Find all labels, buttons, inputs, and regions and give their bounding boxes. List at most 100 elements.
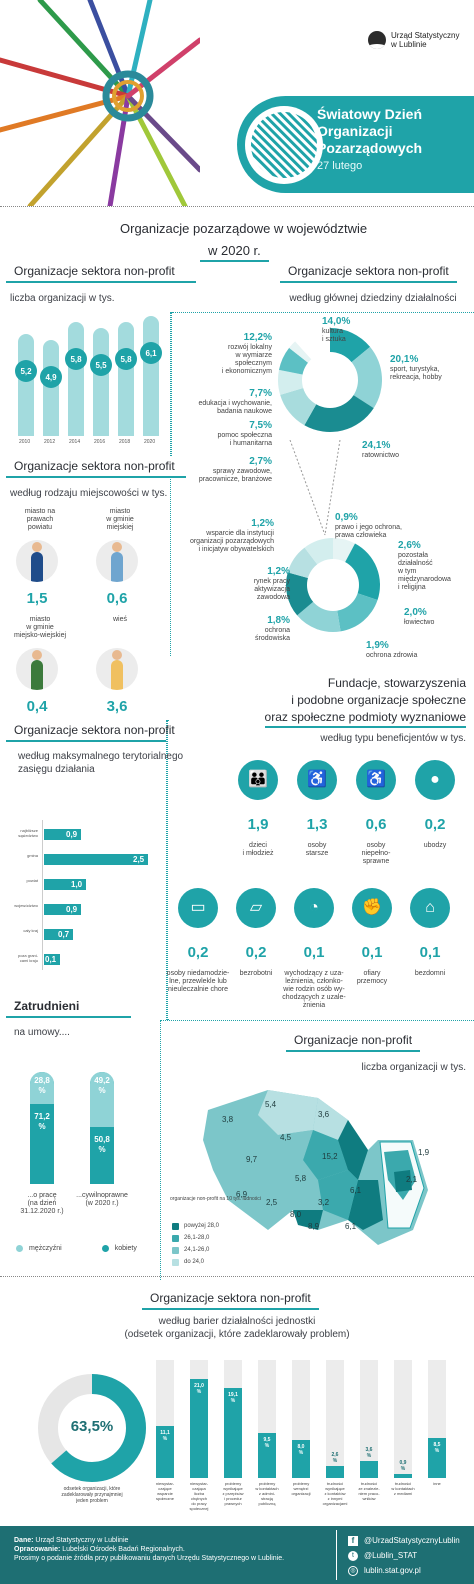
s7-map-value: 2,5	[266, 1198, 278, 1207]
s8-donut-label: odsetek organizacji, które zadeklarowały…	[61, 1486, 123, 1504]
fists-icon-glyph: ✊	[362, 899, 382, 916]
legend-women-swatch	[101, 1245, 109, 1252]
s3-item-label: miasto na prawach powiatu	[24, 508, 56, 531]
s2-item-percent: 1,8%	[267, 615, 290, 626]
s6-men-value: 71,2 %	[34, 1112, 50, 1131]
s2-item-percent: 7,7%	[249, 388, 272, 399]
s5-category-label: gmina	[27, 853, 38, 858]
s5-category-label: cały kraj	[23, 928, 38, 933]
person-body	[111, 552, 123, 582]
s1-bar-value: 5,2	[15, 360, 37, 382]
s4-title-line1: Fundacje, stowarzyszenia	[327, 676, 466, 690]
s5-bar-value: 0,9	[66, 905, 78, 914]
footer-dane-label: Dane:	[14, 1537, 34, 1544]
s3-title: Organizacje sektora non-profit	[6, 456, 186, 478]
s2-item-label: kultura i sztuka	[322, 328, 346, 343]
s8-subtitle: według barier działalności jednostki (od…	[80, 1315, 394, 1341]
s1-bar	[68, 322, 84, 436]
s1-title: Organizacje sektora non-profit	[6, 261, 196, 283]
s2-frame	[170, 312, 474, 656]
hero-title: Światowy Dzień Organizacji Pozarządowych	[317, 106, 422, 157]
s2-item-label: prawo i jego ochrona, prawa człowieka	[335, 524, 402, 539]
s6-bar-women	[30, 1072, 54, 1104]
s2-item-label: łowiectwo	[404, 619, 435, 626]
s8-donut	[38, 1374, 146, 1482]
globe-icon: ◎	[348, 1565, 358, 1576]
s2-item-percent: 20,1%	[390, 354, 419, 365]
person-body	[31, 552, 43, 582]
s4-item-value: 0,6	[365, 816, 387, 833]
twitter-link[interactable]: t @Lublin_STAT	[348, 1548, 460, 1563]
s8-bar-value: 8,0 %	[297, 1444, 305, 1456]
s8-bar-fill	[190, 1379, 208, 1478]
s7-frame	[160, 1020, 474, 1280]
s7-legend-label: 26,1-28,0	[184, 1235, 210, 1241]
s5-subtitle: według maksymalnego terytorialnego zasię…	[18, 750, 183, 776]
s5-axis	[42, 820, 43, 970]
s7-legend-swatch	[172, 1223, 179, 1230]
s4-subtitle: według typu beneficjentów w tys.	[320, 733, 466, 744]
s8-bar-value: 2,6 %	[331, 1452, 339, 1464]
s8-bar-label: problemy wynikające z przepisów i proced…	[222, 1481, 244, 1506]
person-body	[111, 660, 123, 690]
s6-title: Zatrudnieni	[6, 996, 131, 1018]
s7-map-value: 5,8	[295, 1174, 307, 1183]
s5-category-label: województwo	[14, 903, 38, 908]
s3-item-label: wieś	[112, 616, 127, 623]
logo: Urząd Statystyczny w Lublinie	[368, 31, 459, 49]
hero-title-line1: Światowy Dzień	[317, 106, 423, 122]
s2-donut-bottom	[286, 538, 380, 632]
s4-title-line2: i podobne organizacje społeczne	[291, 693, 466, 707]
s3-item-label: miasto w gminie miejsko-wiejskiej	[13, 616, 67, 639]
person-icon-glyph: ●	[430, 771, 440, 788]
s2-item-percent: 1,2%	[267, 566, 290, 577]
s1-bar-value: 5,8	[115, 348, 137, 370]
s2-item-label: wsparcie dla instytucji organizacji poza…	[189, 530, 274, 553]
s6-bar-label: ...cywilnoprawne (w 2020 r.)	[76, 1192, 128, 1207]
s8-bar-label: inne	[433, 1481, 441, 1486]
s1-subtitle: liczba organizacji w tys.	[10, 293, 115, 304]
s4-item-label: osoby niedamodzie- lne, przewlekle lub n…	[166, 970, 230, 993]
s1-bar-value: 5,5	[90, 354, 112, 376]
s2-item-percent: 1,2%	[251, 518, 274, 529]
s3-item-value: 3,6	[106, 698, 128, 715]
s2-item-label: ratownictwo	[362, 452, 399, 459]
s5-bar	[44, 879, 86, 890]
s3-item-value: 0,6	[106, 590, 128, 607]
s4-item-label: ofiary przemocy	[356, 970, 388, 985]
s4-title-line3: oraz społeczne podmioty wyznaniowe	[264, 709, 466, 728]
s4-item-label: osoby starsze	[305, 842, 329, 857]
striped-circle-icon	[245, 106, 323, 184]
hospital-bed-icon: ▭	[178, 888, 218, 928]
s1-year-label: 2016	[94, 439, 106, 445]
logo-line2: w Lublinie	[391, 40, 427, 49]
s5-subtitle-line2: zasięgu działania	[18, 764, 95, 775]
s7-legend-label: do 24,0	[184, 1259, 205, 1265]
footer-divider	[336, 1530, 337, 1580]
s6-bar	[30, 1072, 54, 1184]
s7-subtitle: liczba organizacji w tys.	[361, 1062, 466, 1073]
website-link[interactable]: ◎ lublin.stat.gov.pl	[348, 1563, 460, 1578]
s8-bar-fill	[258, 1433, 276, 1478]
s4-item-label: dzieci i młodzież	[242, 842, 274, 857]
twitter-icon: t	[348, 1550, 358, 1561]
facebook-link[interactable]: f @UrzadStatystycznyLublin	[348, 1533, 460, 1548]
s8-bar-fill	[224, 1388, 242, 1478]
briefcase-icon: ▱	[236, 888, 276, 928]
s8-bar-value: 9,5 %	[263, 1437, 271, 1449]
s4-frame-left	[166, 720, 168, 1020]
divider	[0, 206, 474, 207]
s8-subtitle-line2: (odsetek organizacji, które zadeklarował…	[124, 1329, 350, 1340]
footer-dane: Urząd Statystyczny w Lublinie	[35, 1537, 129, 1544]
s2-item-percent: 12,2%	[243, 332, 272, 343]
pill-icon: ◔	[294, 888, 334, 928]
s7-map	[203, 1090, 428, 1245]
s8-bar-label: problemy wenętrzi organizacji	[291, 1481, 311, 1496]
s4-title: Fundacje, stowarzyszenia i podobne organ…	[236, 675, 466, 728]
main-title-line2: w 2020 r.	[200, 240, 269, 262]
s5-bar	[44, 954, 60, 965]
website-url: lublin.stat.gov.pl	[364, 1566, 421, 1575]
s7-legend-label: 24,1-26,0	[184, 1247, 210, 1253]
s2-frame-left	[170, 312, 172, 472]
s2-item-label: pozostała działalność w tym międzynarodo…	[398, 552, 451, 591]
